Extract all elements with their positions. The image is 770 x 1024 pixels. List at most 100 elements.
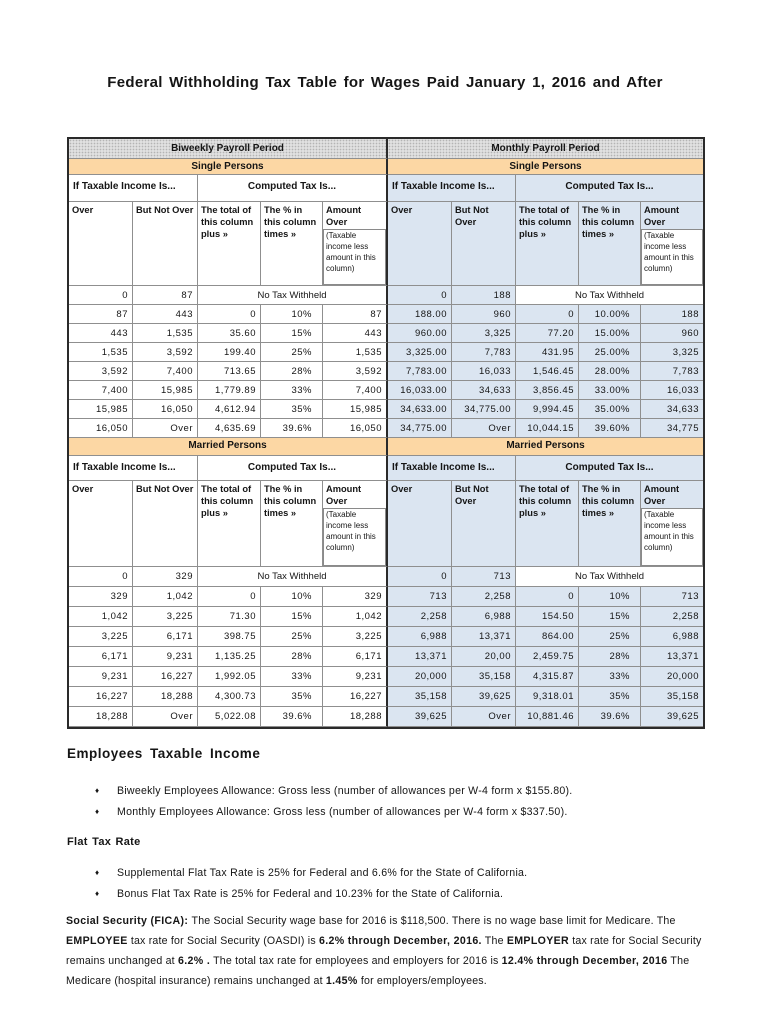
table-cell: 34,775.00 xyxy=(452,400,516,419)
period-header-monthly: Monthly Payroll Period xyxy=(388,139,703,159)
table-cell: Over xyxy=(452,707,516,727)
table-cell: 33% xyxy=(579,667,641,687)
table-cell: 7,783 xyxy=(452,343,516,362)
table-cell: 13,371 xyxy=(641,647,703,667)
table-cell: 13,371 xyxy=(452,627,516,647)
table-cell: 25% xyxy=(261,627,323,647)
column-header-total-plus: The total of this column plus » xyxy=(516,202,579,286)
list-item: ♦ Supplemental Flat Tax Rate is 25% for F… xyxy=(95,866,527,880)
persons-band: Married Persons xyxy=(69,438,388,456)
table-cell: 1,535 xyxy=(133,324,198,343)
table-cell: 16,227 xyxy=(69,687,133,707)
table-cell: 6,171 xyxy=(323,647,388,667)
table-cell: 0 xyxy=(69,567,133,587)
no-tax-withheld-cell: No Tax Withheld xyxy=(516,567,703,587)
bold-text-run: EMPLOYEE xyxy=(66,935,128,947)
column-header-pct-times: The % in this column times » xyxy=(579,202,641,286)
table-cell: 35.60 xyxy=(198,324,261,343)
bold-text-run: Social Security (FICA): xyxy=(66,915,192,927)
table-cell: 4,300.73 xyxy=(198,687,261,707)
table-cell: 3,325.00 xyxy=(388,343,452,362)
column-header-but-not-over: But Not Over xyxy=(133,481,198,567)
flat-tax-rate-list: ♦ Supplemental Flat Tax Rate is 25% for F… xyxy=(95,866,527,908)
table-cell: 34,633 xyxy=(641,400,703,419)
table-cell: 16,227 xyxy=(323,687,388,707)
table-cell: 0 xyxy=(388,286,452,305)
table-cell: 13,371 xyxy=(388,647,452,667)
table-cell: 9,231 xyxy=(323,667,388,687)
bold-text-run: EMPLOYER xyxy=(506,935,570,947)
table-cell: 329 xyxy=(323,587,388,607)
table-cell: 329 xyxy=(133,567,198,587)
column-header-amount-over: Amount Over (Taxable income less amount i… xyxy=(641,481,703,567)
social-security-paragraph: Social Security (FICA): The Social Secur… xyxy=(66,911,710,991)
table-cell: 713 xyxy=(388,587,452,607)
bold-text-run: 12.4% through December, 2016 xyxy=(501,955,668,967)
table-cell: 9,231 xyxy=(69,667,133,687)
no-tax-withheld-cell: No Tax Withheld xyxy=(198,286,388,305)
table-cell: 0 xyxy=(198,587,261,607)
table-cell: 4,315.87 xyxy=(516,667,579,687)
text-run: tax rate for Social Security (OASDI) is xyxy=(127,935,319,947)
table-cell: 7,400 xyxy=(133,362,198,381)
table-cell: 188 xyxy=(641,305,703,324)
table-cell: 25% xyxy=(579,627,641,647)
column-header-total-plus: The total of this column plus » xyxy=(516,481,579,567)
table-cell: 25% xyxy=(261,343,323,362)
diamond-bullet-icon: ♦ xyxy=(95,889,100,898)
table-cell: 71.30 xyxy=(198,607,261,627)
table-cell: 713 xyxy=(641,587,703,607)
table-cell: 15.00% xyxy=(579,324,641,343)
amount-over-label: Amount Over xyxy=(326,205,362,228)
table-cell: 34,633 xyxy=(452,381,516,400)
table-cell: 7,783.00 xyxy=(388,362,452,381)
table-cell: 9,318.01 xyxy=(516,687,579,707)
table-cell: 3,225 xyxy=(323,627,388,647)
table-cell: 4,635.69 xyxy=(198,419,261,438)
table-cell: 20,000 xyxy=(388,667,452,687)
table-cell: 16,050 xyxy=(323,419,388,438)
amount-over-note: (Taxable income less amount in this colu… xyxy=(641,508,703,566)
table-cell: 3,225 xyxy=(69,627,133,647)
amount-over-label: Amount Over xyxy=(326,484,362,507)
table-cell: 39.6% xyxy=(579,707,641,727)
table-cell: Over xyxy=(133,707,198,727)
table-cell: 87 xyxy=(323,305,388,324)
period-header-biweekly: Biweekly Payroll Period xyxy=(69,139,388,159)
table-cell: 2,258 xyxy=(388,607,452,627)
table-cell: 0 xyxy=(516,305,579,324)
table-cell: 16,033.00 xyxy=(388,381,452,400)
table-cell: 10% xyxy=(261,305,323,324)
table-cell: 7,783 xyxy=(641,362,703,381)
table-cell: 34,633.00 xyxy=(388,400,452,419)
column-header-over: Over xyxy=(69,202,133,286)
table-cell: 960 xyxy=(641,324,703,343)
column-header-total-plus: The total of this column plus » xyxy=(198,481,261,567)
table-cell: 28% xyxy=(261,362,323,381)
list-item-text: Supplemental Flat Tax Rate is 25% for Fe… xyxy=(117,867,528,879)
table-cell: 188 xyxy=(452,286,516,305)
table-cell: 443 xyxy=(133,305,198,324)
table-cell: 18,288 xyxy=(323,707,388,727)
list-item: ♦ Monthly Employees Allowance: Gross less… xyxy=(95,805,573,819)
table-cell: 2,258 xyxy=(452,587,516,607)
table-cell: 34,775 xyxy=(641,419,703,438)
column-header-over: Over xyxy=(388,202,452,286)
table-cell: 4,612.94 xyxy=(198,400,261,419)
table-cell: 1,042 xyxy=(323,607,388,627)
table-cell: 1,042 xyxy=(69,607,133,627)
column-header-over: Over xyxy=(69,481,133,567)
table-cell: 864.00 xyxy=(516,627,579,647)
column-header-amount-over: Amount Over (Taxable income less amount i… xyxy=(323,202,388,286)
table-cell: 35.00% xyxy=(579,400,641,419)
if-taxable-income-header: If Taxable Income Is... xyxy=(69,175,198,202)
bold-text-run: 6.2% through December, 2016. xyxy=(318,935,482,947)
list-item-text: Monthly Employees Allowance: Gross less … xyxy=(117,806,568,818)
table-cell: 1,992.05 xyxy=(198,667,261,687)
table-cell: 3,225 xyxy=(133,607,198,627)
table-cell: 9,994.45 xyxy=(516,400,579,419)
table-cell: 33% xyxy=(261,381,323,400)
list-item-text: Bonus Flat Tax Rate is 25% for Federal a… xyxy=(117,888,504,900)
table-cell: 6,171 xyxy=(133,627,198,647)
table-cell: 0 xyxy=(198,305,261,324)
